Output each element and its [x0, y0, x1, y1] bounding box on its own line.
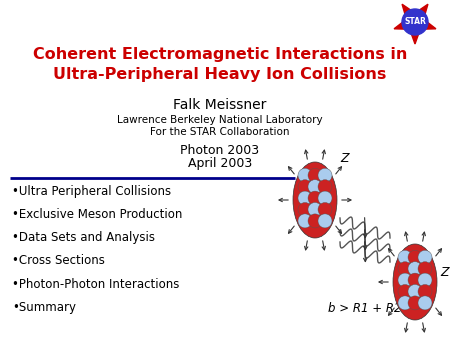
Text: •Exclusive Meson Production: •Exclusive Meson Production	[12, 209, 182, 221]
Circle shape	[408, 262, 422, 276]
Circle shape	[398, 273, 412, 287]
Ellipse shape	[393, 244, 437, 320]
Text: Z: Z	[340, 151, 349, 165]
Circle shape	[298, 214, 312, 228]
Text: Ultra-Peripheral Heavy Ion Collisions: Ultra-Peripheral Heavy Ion Collisions	[53, 68, 387, 82]
Circle shape	[402, 9, 428, 35]
Text: •Data Sets and Analysis: •Data Sets and Analysis	[12, 232, 155, 244]
Circle shape	[398, 285, 412, 298]
Circle shape	[408, 273, 422, 287]
Circle shape	[318, 214, 332, 228]
Circle shape	[308, 191, 322, 205]
Circle shape	[418, 262, 432, 276]
Circle shape	[318, 202, 332, 217]
Text: For the STAR Collaboration: For the STAR Collaboration	[150, 127, 290, 137]
Circle shape	[408, 285, 422, 298]
Text: •Summary: •Summary	[12, 300, 76, 314]
Polygon shape	[394, 4, 436, 44]
Circle shape	[418, 285, 432, 298]
Text: April 2003: April 2003	[188, 156, 252, 169]
Circle shape	[398, 250, 412, 264]
Circle shape	[318, 191, 332, 205]
Circle shape	[308, 168, 322, 182]
Circle shape	[308, 180, 322, 194]
Circle shape	[298, 180, 312, 194]
Circle shape	[298, 168, 312, 182]
Circle shape	[318, 180, 332, 194]
Circle shape	[408, 296, 422, 310]
Text: Z: Z	[440, 266, 449, 279]
Circle shape	[308, 214, 322, 228]
Text: STAR: STAR	[404, 18, 426, 26]
Text: b > R1 + R2: b > R1 + R2	[328, 301, 402, 314]
Circle shape	[398, 262, 412, 276]
Circle shape	[418, 296, 432, 310]
Ellipse shape	[293, 162, 337, 238]
Circle shape	[418, 250, 432, 264]
Circle shape	[298, 202, 312, 217]
Text: Falk Meissner: Falk Meissner	[173, 98, 267, 112]
Circle shape	[298, 191, 312, 205]
Circle shape	[308, 202, 322, 217]
Text: •Ultra Peripheral Collisions: •Ultra Peripheral Collisions	[12, 186, 171, 198]
Text: •Cross Sections: •Cross Sections	[12, 255, 105, 267]
Circle shape	[418, 273, 432, 287]
Text: •Photon-Photon Interactions: •Photon-Photon Interactions	[12, 277, 180, 290]
Text: Photon 2003: Photon 2003	[180, 144, 260, 156]
Circle shape	[398, 296, 412, 310]
Text: Coherent Electromagnetic Interactions in: Coherent Electromagnetic Interactions in	[33, 48, 407, 63]
Circle shape	[408, 250, 422, 264]
Circle shape	[318, 168, 332, 182]
Text: Lawrence Berkeley National Laboratory: Lawrence Berkeley National Laboratory	[117, 115, 323, 125]
